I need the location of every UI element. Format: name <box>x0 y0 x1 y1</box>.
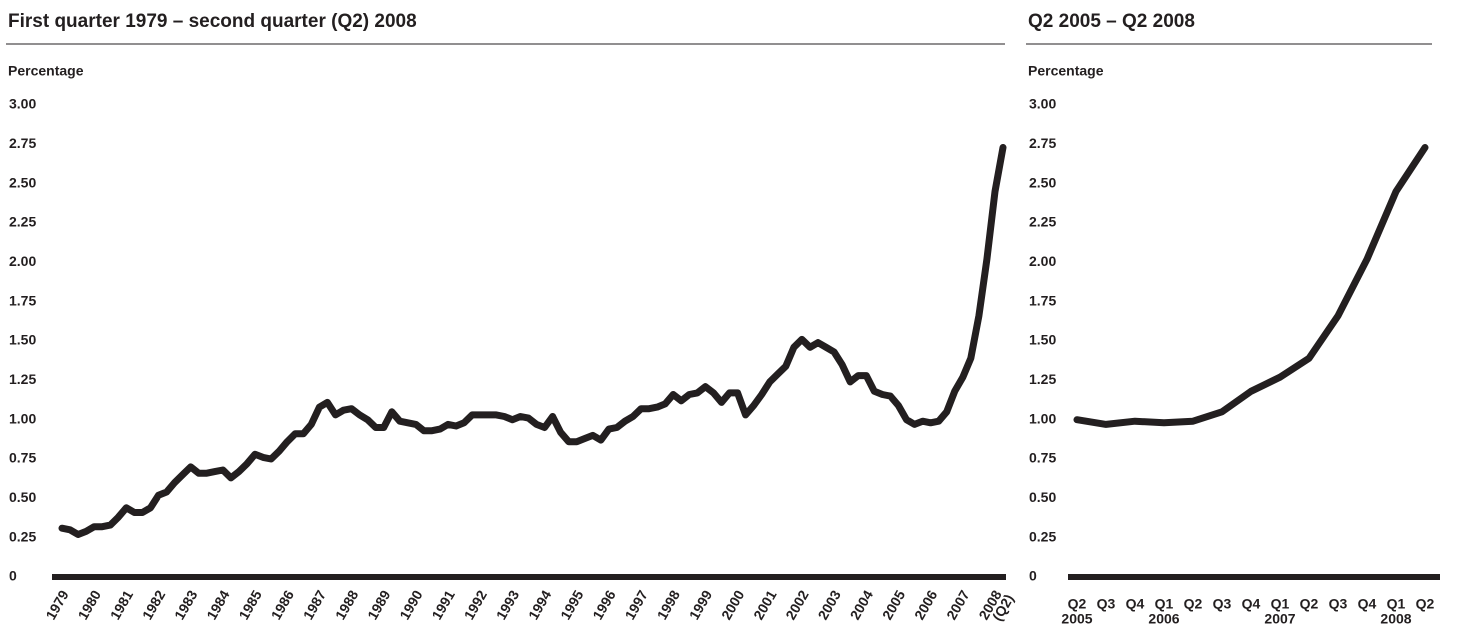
x-year-label: 2006 <box>1148 611 1179 627</box>
x-tick-label: 1994 <box>525 587 555 622</box>
y-tick-label: 0.25 <box>9 528 36 544</box>
x-tick-label: 1980 <box>75 587 105 622</box>
y-tick-label: 0 <box>9 568 17 584</box>
x-tick-label: 1995 <box>557 587 587 622</box>
x-tick-label: 1993 <box>493 587 523 622</box>
y-tick-label: 1.25 <box>9 371 36 387</box>
y-tick-label: 1.25 <box>1029 371 1056 387</box>
y-tick-label: 3.00 <box>1029 96 1056 112</box>
x-tick-label: 1997 <box>621 587 651 622</box>
y-tick-label: 0.50 <box>1029 489 1056 505</box>
y-tick-label: 1.50 <box>9 332 36 348</box>
y-axis-label: Percentage <box>8 63 84 79</box>
y-tick-label: 0 <box>1029 568 1037 584</box>
x-tick-label: Q1 <box>1155 596 1174 612</box>
x-tick-label: 1981 <box>107 587 137 622</box>
y-tick-label: 2.50 <box>1029 174 1056 190</box>
data-line <box>1073 144 1429 428</box>
x-year-label: 2005 <box>1061 611 1092 627</box>
chart-title: Q2 2005 – Q2 2008 <box>1028 11 1195 32</box>
x-tick-label: 2001 <box>750 587 780 622</box>
data-line <box>58 144 1007 538</box>
x-tick-label: 1988 <box>332 587 362 622</box>
y-tick-label: 2.50 <box>9 174 36 190</box>
x-tick-label: 2003 <box>814 587 844 622</box>
x-tick-label: 1985 <box>235 587 265 622</box>
x-tick-label: 1992 <box>461 587 491 622</box>
x-year-label: 2007 <box>1264 611 1295 627</box>
x-tick-label: 1987 <box>300 587 330 622</box>
x-tick-label: Q1 <box>1271 596 1290 612</box>
x-tick-label: 2005 <box>879 587 909 622</box>
y-tick-label: 0.75 <box>9 450 36 466</box>
y-tick-label: 0.75 <box>1029 450 1056 466</box>
x-tick-label: 1996 <box>589 587 619 622</box>
x-tick-label: 1999 <box>686 587 716 622</box>
x-tick-label: Q3 <box>1329 596 1348 612</box>
x-tick-label: 1986 <box>268 587 298 622</box>
x-tick-label: 2002 <box>782 587 812 622</box>
x-tick-label: 2004 <box>847 587 877 622</box>
x-tick-label: 1990 <box>396 587 426 622</box>
x-tick-label: 1984 <box>203 587 233 622</box>
y-tick-label: 0.25 <box>1029 528 1056 544</box>
y-tick-label: 1.00 <box>9 410 36 426</box>
y-tick-label: 0.50 <box>9 489 36 505</box>
x-tick-label: 1991 <box>428 587 458 622</box>
x-tick-label: Q4 <box>1126 596 1145 612</box>
x-tick-label: Q3 <box>1213 596 1232 612</box>
x-tick-label: Q4 <box>1358 596 1377 612</box>
x-tick-label: 2006 <box>911 587 941 622</box>
y-tick-label: 1.50 <box>1029 332 1056 348</box>
y-tick-label: 2.75 <box>9 135 36 151</box>
y-tick-label: 2.75 <box>1029 135 1056 151</box>
x-tick-label: Q1 <box>1387 596 1406 612</box>
x-tick-label: 1983 <box>171 587 201 622</box>
y-tick-label: 1.75 <box>1029 292 1056 308</box>
x-year-label: 2008 <box>1380 611 1411 627</box>
x-tick-label: 1979 <box>42 587 72 622</box>
y-tick-label: 1.75 <box>9 292 36 308</box>
y-tick-label: 2.25 <box>9 214 36 230</box>
x-tick-label: Q2 <box>1068 596 1087 612</box>
y-tick-label: 1.00 <box>1029 410 1056 426</box>
x-tick-label: Q2 <box>1184 596 1203 612</box>
x-tick-label: Q3 <box>1097 596 1116 612</box>
x-tick-label: 2007 <box>943 587 973 622</box>
x-tick-label: Q2 <box>1300 596 1319 612</box>
x-tick-label: Q4 <box>1242 596 1261 612</box>
y-tick-label: 2.25 <box>1029 214 1056 230</box>
y-tick-label: 3.00 <box>9 96 36 112</box>
x-tick-label: 1982 <box>139 587 169 622</box>
x-tick-label: 2000 <box>718 587 748 622</box>
x-tick-label: 1998 <box>654 587 684 622</box>
x-tick-label: 1989 <box>364 587 394 622</box>
y-axis-label: Percentage <box>1028 63 1104 79</box>
x-tick-label: Q2 <box>1416 596 1435 612</box>
y-tick-label: 2.00 <box>9 253 36 269</box>
chart-title: First quarter 1979 – second quarter (Q2)… <box>8 11 417 32</box>
y-tick-label: 2.00 <box>1029 253 1056 269</box>
